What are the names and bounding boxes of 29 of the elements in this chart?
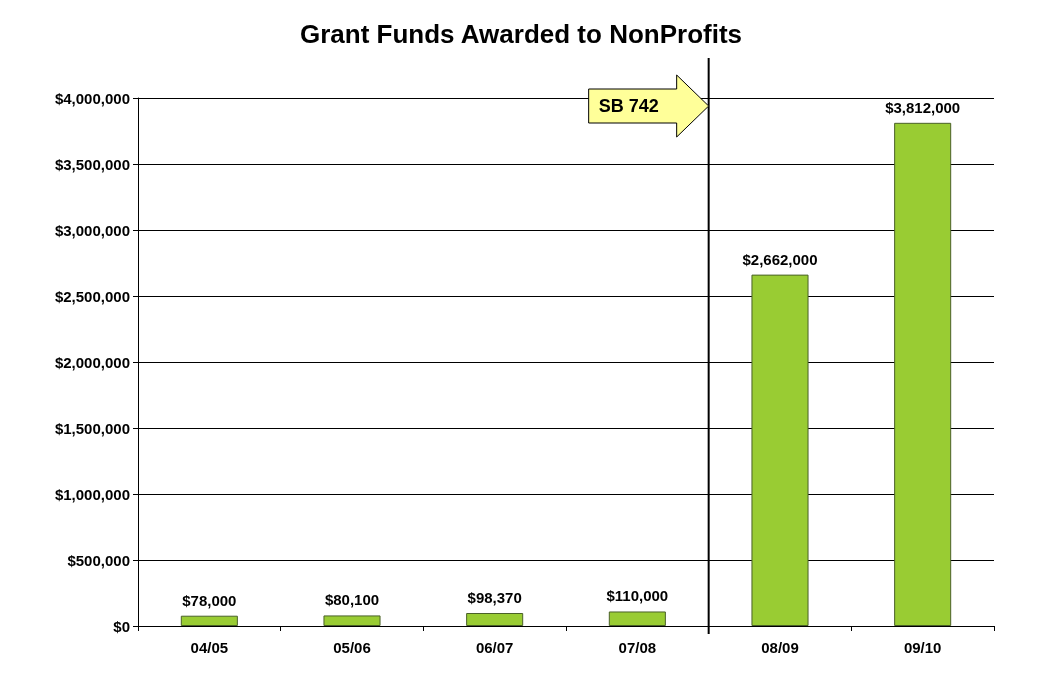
data-label: $80,100 bbox=[324, 591, 380, 609]
x-tick-label: 05/06 bbox=[333, 639, 371, 656]
bar bbox=[466, 613, 524, 626]
data-label: $2,662,000 bbox=[742, 250, 818, 268]
data-label: $78,000 bbox=[182, 591, 237, 609]
bar bbox=[894, 122, 952, 626]
y-tick-label: $2,500,000 bbox=[54, 287, 130, 305]
bar bbox=[751, 274, 809, 626]
y-tick-label: $3,000,000 bbox=[54, 221, 130, 239]
y-tick-label: $3,500,000 bbox=[54, 155, 130, 173]
y-tick-label: $1,000,000 bbox=[54, 485, 130, 503]
chart-title: Grant Funds Awarded to NonProfits bbox=[299, 19, 743, 49]
y-tick-label: $500,000 bbox=[67, 551, 130, 569]
ref-line-label: SB 742 bbox=[598, 96, 659, 116]
data-label: $98,370 bbox=[467, 589, 522, 607]
x-tick-label: 04/05 bbox=[190, 639, 229, 656]
y-tick-label: $1,500,000 bbox=[54, 419, 130, 437]
y-tick-label: $2,000,000 bbox=[54, 353, 130, 371]
x-tick-label: 09/10 bbox=[903, 639, 942, 656]
data-label: $110,000 bbox=[606, 587, 669, 605]
x-tick-label: 06/07 bbox=[475, 639, 514, 656]
bar bbox=[608, 611, 666, 626]
y-tick-label: $4,000,000 bbox=[54, 89, 130, 107]
y-tick-label: $0 bbox=[113, 617, 130, 635]
bar bbox=[180, 615, 238, 626]
x-tick-label: 08/09 bbox=[761, 639, 799, 656]
bar bbox=[323, 615, 381, 626]
x-tick-label: 07/08 bbox=[618, 639, 657, 656]
data-label: $3,812,000 bbox=[885, 98, 961, 116]
